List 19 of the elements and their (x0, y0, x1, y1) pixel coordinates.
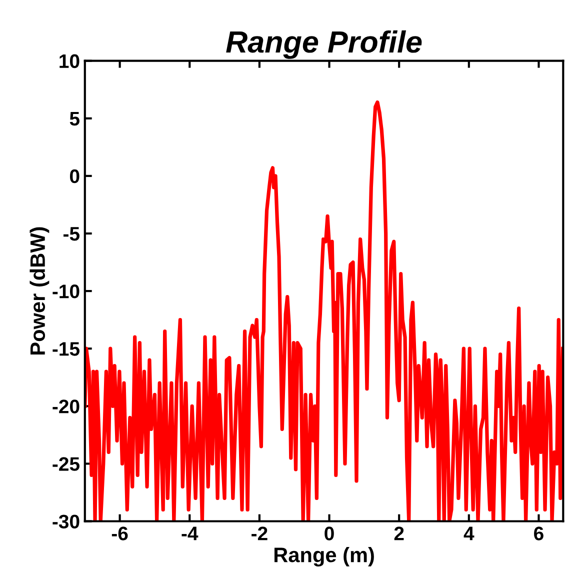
x-tick-label: 6 (534, 526, 544, 540)
y-tick-label: -10 (52, 284, 80, 298)
x-axis-title: Range (m) (274, 547, 374, 567)
x-tick-label: -4 (182, 526, 198, 540)
y-tick-label: -25 (52, 457, 80, 471)
y-axis-title: Power (dBW) (30, 227, 50, 354)
x-tick-label: 2 (394, 526, 404, 540)
x-tick-label: 0 (324, 526, 334, 540)
y-tick-label: 5 (70, 112, 80, 126)
y-tick-label: -30 (52, 514, 80, 528)
y-tick-label: 10 (60, 54, 80, 68)
y-tick-label: 0 (70, 169, 80, 184)
y-tick-label: -15 (52, 342, 80, 356)
y-tick-label: -5 (64, 227, 80, 241)
x-tick-label: 4 (464, 526, 474, 540)
chart-title: Range Profile (226, 30, 422, 59)
x-tick-label: -2 (252, 526, 268, 540)
y-tick-label: -20 (52, 400, 80, 414)
x-tick-label: -6 (112, 526, 128, 540)
